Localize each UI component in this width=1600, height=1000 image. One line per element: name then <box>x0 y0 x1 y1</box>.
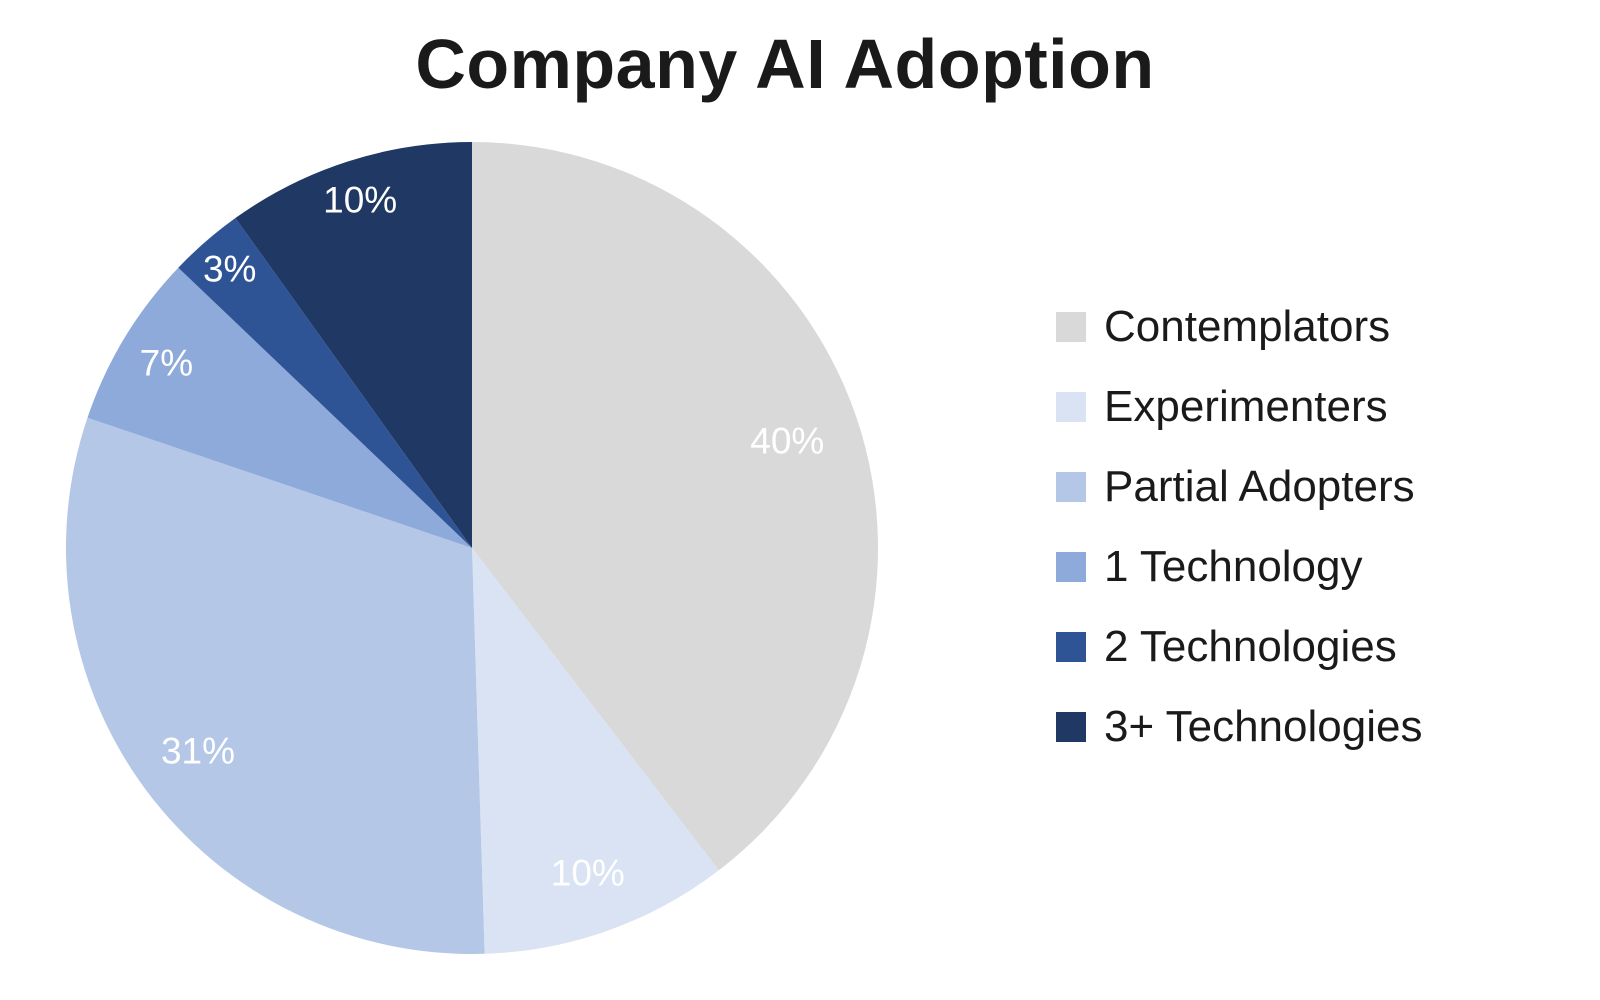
pie-slice-2-technologies <box>178 218 473 548</box>
legend-swatch-1-technology <box>1056 552 1086 582</box>
legend-label-experimenters: Experimenters <box>1104 382 1388 431</box>
legend-label-partial-adopters: Partial Adopters <box>1104 462 1415 511</box>
legend-swatch-3-technologies <box>1056 712 1086 742</box>
slice-label-experimenters: 10% <box>551 853 625 894</box>
legend-swatch-partial-adopters <box>1056 472 1086 502</box>
legend-item-1-technology: 1 Technology <box>1056 527 1422 607</box>
slice-label-3-technologies: 10% <box>323 180 397 221</box>
chart-legend: Contemplators Experimenters Partial Adopte… <box>1056 287 1422 767</box>
slice-label-contemplators: 40% <box>750 421 824 462</box>
pie-slice-3-technologies <box>235 142 472 548</box>
legend-swatch-experimenters <box>1056 392 1086 422</box>
pie-slice-1-technology <box>87 267 473 548</box>
legend-label-1-technology: 1 Technology <box>1104 542 1363 591</box>
legend-label-contemplators: Contemplators <box>1104 302 1391 351</box>
slice-label-1-technology: 7% <box>140 343 193 384</box>
pie-slice-contemplators <box>472 142 878 871</box>
pie-slice-partial-adopters <box>65 417 485 954</box>
legend-label-2-technologies: 2 Technologies <box>1104 622 1397 671</box>
legend-item-experimenters: Experimenters <box>1056 367 1422 447</box>
legend-item-contemplators: Contemplators <box>1056 287 1422 367</box>
slice-label-2-technologies: 3% <box>203 249 256 290</box>
legend-item-partial-adopters: Partial Adopters <box>1056 447 1422 527</box>
legend-label-3-technologies: 3+ Technologies <box>1104 702 1423 751</box>
pie-slice-experimenters <box>472 548 719 954</box>
legend-item-3-technologies: 3+ Technologies <box>1056 687 1422 767</box>
slice-label-partial-adopters: 31% <box>161 731 235 772</box>
legend-item-2-technologies: 2 Technologies <box>1056 607 1422 687</box>
legend-swatch-contemplators <box>1056 312 1086 342</box>
chart-title: Company AI Adoption <box>415 25 1155 103</box>
legend-swatch-2-technologies <box>1056 632 1086 662</box>
